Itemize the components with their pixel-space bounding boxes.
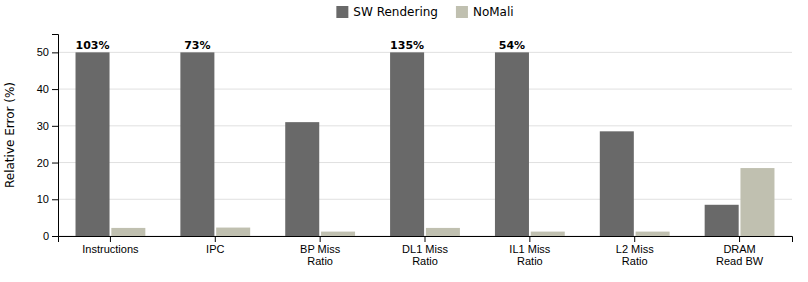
- tick: BP MissRatio: [300, 236, 341, 267]
- tick-label-line: Ratio: [307, 255, 333, 267]
- legend-label: SW Rendering: [353, 5, 438, 19]
- tick-mark: [52, 163, 58, 164]
- axis-line: [59, 237, 793, 243]
- axis-line: [52, 35, 59, 237]
- tick-mark: [110, 236, 111, 242]
- tick-label: DRAMRead BW: [716, 243, 764, 268]
- tick: IL1 MissRatio: [509, 236, 550, 267]
- bar: [111, 228, 145, 236]
- bar: [531, 232, 565, 236]
- tick-mark: [52, 89, 58, 90]
- y-axis: 0 10 20 30 40 50: [37, 35, 59, 243]
- tick-label: DL1 MissRatio: [402, 243, 448, 268]
- tick-label: 40: [37, 83, 49, 95]
- tick-label: IL1 MissRatio: [509, 243, 550, 268]
- bar: [216, 228, 250, 236]
- tick-label-line: Instructions: [82, 243, 139, 255]
- tick-label-line: IL1 Miss: [509, 243, 550, 255]
- legend-item: SW Rendering: [336, 5, 438, 19]
- tick-mark: [52, 52, 58, 53]
- tick: 0: [43, 230, 58, 242]
- x-axis: InstructionsIPCBP MissRatioDL1 MissRatio…: [59, 236, 793, 267]
- tick-label-line: DL1 Miss: [402, 243, 448, 255]
- grid-line: [58, 52, 792, 53]
- tick-label: 20: [37, 157, 49, 169]
- tick-label-line: L2 Miss: [616, 243, 654, 255]
- grid-line: [58, 199, 792, 200]
- tick-mark: [52, 199, 58, 200]
- plot: 103% 73% 135% 54% 0 10 20 30 40 50 Instructions IPC…: [3, 35, 793, 268]
- grid-line: [58, 125, 792, 126]
- bar: [495, 52, 529, 236]
- bar: [285, 122, 319, 236]
- tick-label-line: Ratio: [622, 255, 648, 267]
- legend-swatch: [336, 6, 348, 18]
- legend-swatch: [456, 6, 468, 18]
- y-axis-title: Relative Error (%): [3, 82, 17, 188]
- tick: L2 MissRatio: [616, 236, 654, 267]
- bar: [76, 52, 110, 236]
- bar: [426, 228, 460, 236]
- tick-mark: [52, 236, 58, 237]
- legend: SW Rendering NoMali: [336, 5, 513, 19]
- bar: [740, 168, 774, 236]
- tick-mark: [425, 236, 426, 242]
- grid: [58, 52, 792, 236]
- annotation: 135%: [390, 39, 424, 52]
- tick-mark: [739, 236, 740, 242]
- tick-label-line: IPC: [206, 243, 224, 255]
- tick: DRAMRead BW: [716, 236, 764, 267]
- bar: [390, 52, 424, 236]
- annotation: 103%: [76, 39, 110, 52]
- annotations: 103% 73% 135% 54%: [76, 39, 526, 52]
- tick-mark: [320, 236, 321, 242]
- grid-line: [58, 162, 792, 163]
- series: [111, 168, 774, 236]
- tick-label: 0: [43, 230, 49, 242]
- bar: [705, 205, 739, 236]
- tick-label: 50: [37, 46, 49, 58]
- tick-mark: [634, 236, 635, 242]
- tick-label: Instructions: [82, 243, 139, 255]
- tick-label-line: Read BW: [716, 255, 764, 267]
- legend-item: NoMali: [456, 5, 514, 19]
- tick-label: 30: [37, 120, 49, 132]
- tick: 10: [37, 193, 58, 205]
- tick-label: IPC: [206, 243, 224, 255]
- tick-label: 10: [37, 193, 49, 205]
- bar: [600, 131, 634, 236]
- bar: [636, 232, 670, 236]
- tick-label: BP MissRatio: [300, 243, 341, 268]
- tick: 20: [37, 157, 58, 169]
- tick-label-line: Ratio: [412, 255, 438, 267]
- tick-mark: [215, 236, 216, 242]
- bar: [321, 232, 355, 236]
- annotation: 73%: [184, 39, 210, 52]
- tick: 50: [37, 46, 58, 58]
- tick: DL1 MissRatio: [402, 236, 448, 267]
- annotation: 54%: [499, 39, 525, 52]
- tick-label-line: BP Miss: [300, 243, 341, 255]
- chart: 103% 73% 135% 54% 0 10 20 30 40 50 Instructions IPC…: [0, 0, 808, 282]
- grid-line: [58, 89, 792, 90]
- tick: IPC: [206, 236, 224, 255]
- tick-mark: [529, 236, 530, 242]
- tick-label-line: Ratio: [517, 255, 543, 267]
- bars: [76, 52, 775, 236]
- legend-label: NoMali: [473, 5, 514, 19]
- tick: 30: [37, 120, 58, 132]
- bar: [180, 52, 214, 236]
- series: [76, 52, 739, 236]
- tick-label-line: DRAM: [723, 243, 755, 255]
- tick: Instructions: [82, 236, 139, 255]
- tick-label: L2 MissRatio: [616, 243, 654, 268]
- tick: 40: [37, 83, 58, 95]
- tick-mark: [52, 126, 58, 127]
